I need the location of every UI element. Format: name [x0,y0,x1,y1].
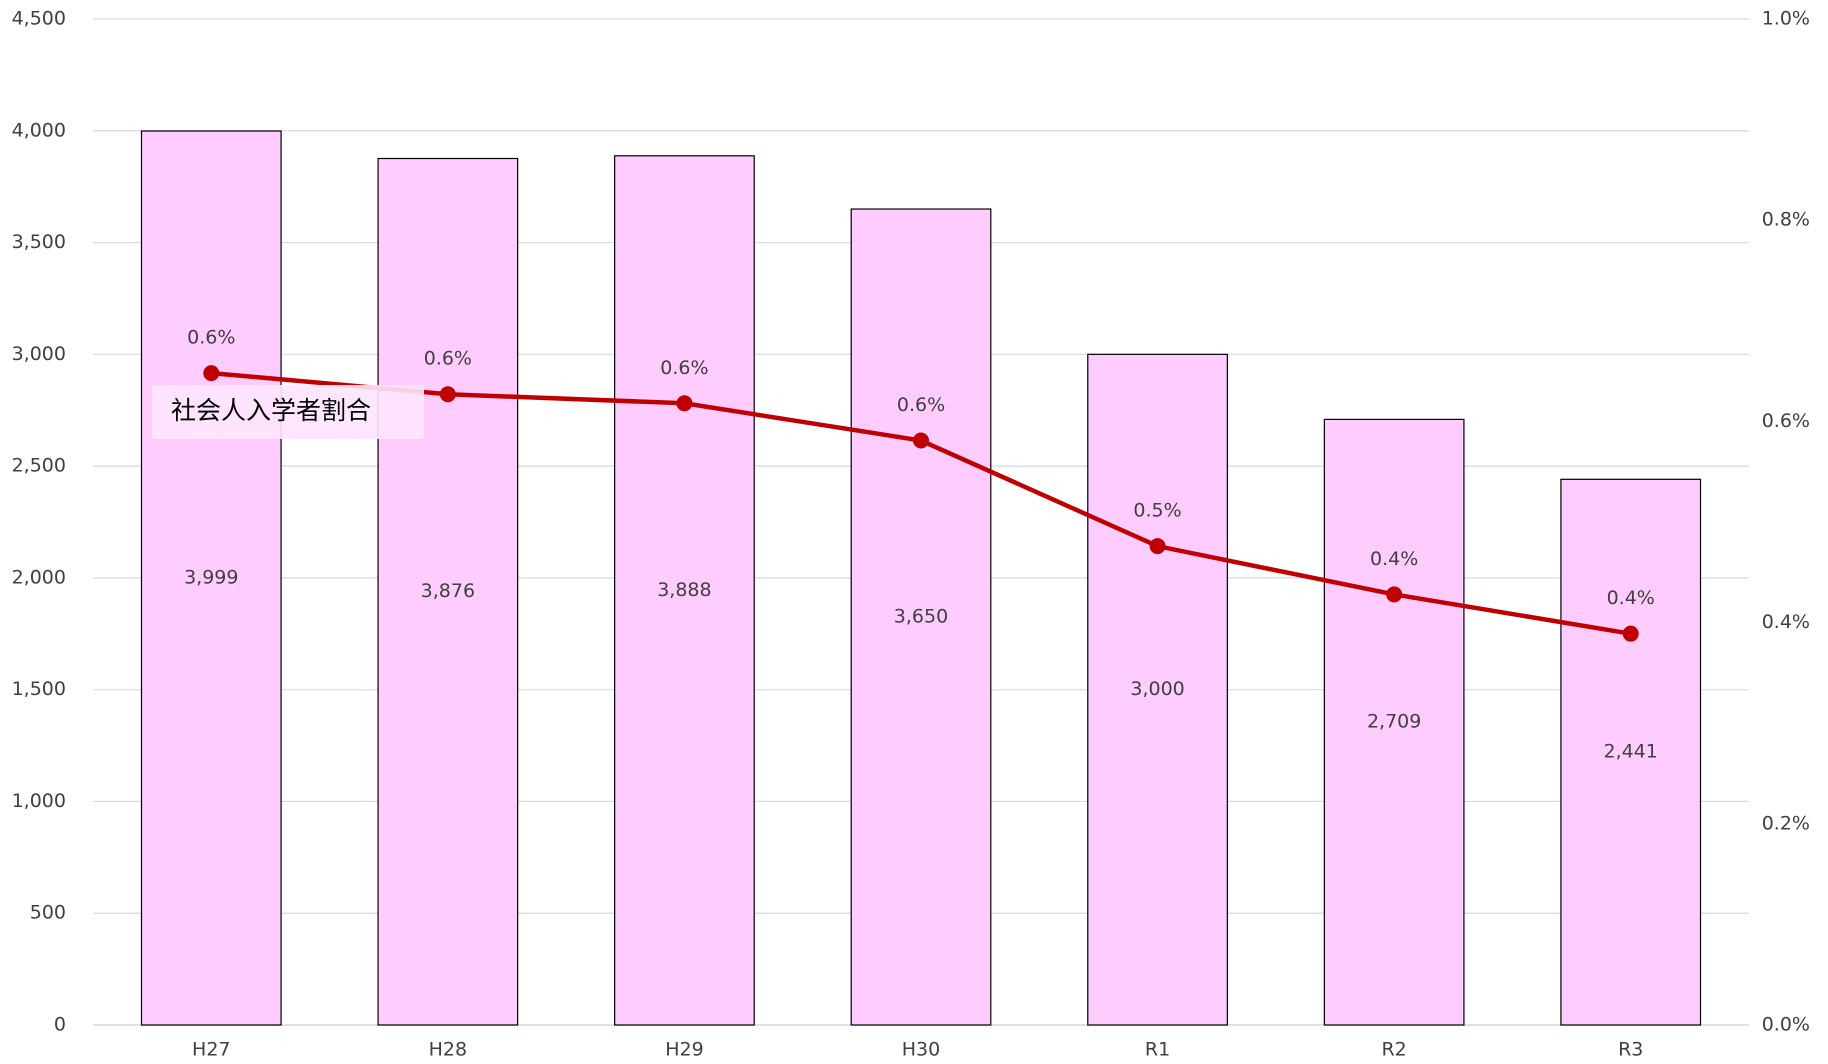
line-value-label: 0.6% [424,348,472,370]
y-tick-label: 2,500 [12,455,66,477]
bar-value-label: 3,000 [1130,678,1184,700]
line-value-label: 0.4% [1607,587,1655,609]
line-value-label: 0.6% [660,357,708,379]
y-tick-label: 500 [30,902,66,924]
line-point [1622,625,1639,642]
line-value-label: 0.6% [187,327,235,349]
y-tick-label: 3,000 [12,343,66,365]
series-label: 社会人入学者割合 [171,396,371,425]
y-tick-label: 3,500 [12,231,66,253]
bar [1323,418,1465,1026]
bar [140,130,282,1026]
y2-tick-label: 0.0% [1762,1014,1810,1036]
bar-value-label: 3,650 [894,606,948,628]
bar [1087,353,1228,1026]
bar-value-label: 2,441 [1604,741,1658,763]
line-point [1386,586,1403,603]
line-point [439,386,456,403]
y-tick-label: 0 [54,1014,66,1036]
series-label-box [152,385,424,439]
line-point [676,395,693,412]
y-tick-label: 4,000 [12,119,66,141]
x-tick-label: H29 [665,1039,703,1061]
bar [1560,478,1702,1026]
x-tick-label: R3 [1618,1039,1643,1061]
bar-value-label: 3,876 [421,580,475,602]
line-value-label: 0.4% [1370,548,1418,570]
y-tick-label: 2,000 [12,566,66,588]
line-value-label: 0.5% [1133,500,1181,522]
x-tick-label: H30 [902,1039,940,1061]
line-point [913,432,929,449]
line-value-label: 0.6% [897,394,945,416]
y-tick-label: 4,500 [12,8,66,30]
line-point [1149,538,1166,555]
y2-tick-label: 1.0% [1762,8,1810,30]
y-tick-label: 1,500 [12,678,66,700]
y-tick-label: 1,000 [12,790,66,812]
bar [377,157,519,1026]
bar-value-label: 3,999 [184,567,238,589]
y2-tick-label: 0.4% [1762,611,1810,633]
bar-value-label: 2,709 [1367,711,1421,733]
x-tick-label: R2 [1381,1039,1406,1061]
line-point [203,365,220,382]
x-tick-label: H28 [429,1039,467,1061]
y2-tick-label: 0.6% [1762,410,1810,432]
bar-value-label: 3,888 [657,579,711,601]
y2-tick-label: 0.2% [1762,812,1810,834]
y2-tick-label: 0.8% [1762,209,1810,231]
x-tick-label: H27 [192,1039,230,1061]
bar [614,155,755,1026]
x-tick-label: R1 [1145,1039,1170,1061]
bar [850,208,992,1026]
